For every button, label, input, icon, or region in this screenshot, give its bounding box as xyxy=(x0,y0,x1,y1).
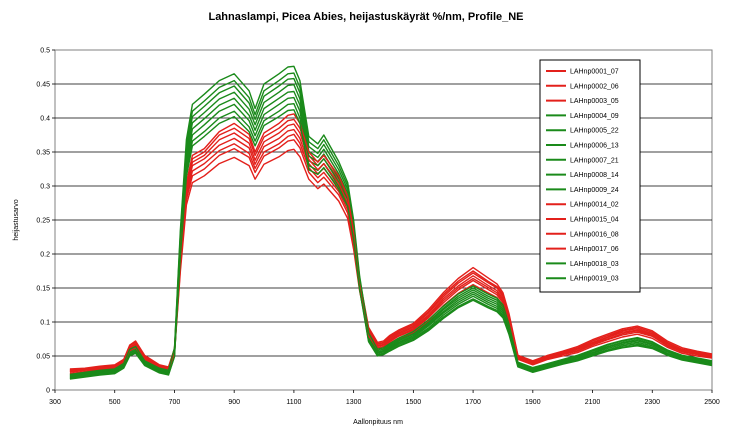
legend-label: LAHnp0017_06 xyxy=(570,246,619,253)
series-line xyxy=(69,65,713,376)
series-line xyxy=(69,109,713,380)
legend-label: LAHnp0003_05 xyxy=(570,98,619,105)
y-tick-label: 0.5 xyxy=(40,48,50,55)
x-tick-label: 1700 xyxy=(465,399,481,406)
legend-label: LAHnp0009_24 xyxy=(570,187,619,194)
y-tick-label: 0.45 xyxy=(36,82,50,89)
x-tick-label: 2500 xyxy=(704,399,720,406)
legend-label: LAHnp0007_21 xyxy=(570,157,619,164)
x-tick-label: 2100 xyxy=(585,399,601,406)
x-tick-label: 700 xyxy=(169,399,181,406)
chart-title: Lahnaslampi, Picea Abies, heijastuskäyrä… xyxy=(208,11,523,23)
y-tick-label: 0.15 xyxy=(36,286,50,293)
y-tick-label: 0.3 xyxy=(40,184,50,191)
x-axis-label: Aallonpituus nm xyxy=(353,419,403,426)
legend: LAHnp0001_07 LAHnp0002_06 LAHnp0003_05 LAHn… xyxy=(539,59,641,293)
y-tick-label: 0.2 xyxy=(40,252,50,259)
legend-label: LAHnp0016_08 xyxy=(570,231,619,238)
y-tick-label: 0.4 xyxy=(40,116,50,123)
x-tick-label: 1100 xyxy=(286,399,301,406)
legend-label: LAHnp0001_07 xyxy=(570,69,619,76)
x-tick-label: 500 xyxy=(109,399,121,406)
y-tick-label: 0.05 xyxy=(36,354,50,361)
legend-label: LAHnp0019_03 xyxy=(570,276,619,283)
legend-label: LAHnp0008_14 xyxy=(570,172,619,179)
legend-label: LAHnp0002_06 xyxy=(570,83,619,90)
legend-label: LAHnp0014_02 xyxy=(570,202,619,209)
legend-label: LAHnp0005_22 xyxy=(570,128,619,135)
y-tick-label: 0.25 xyxy=(36,218,50,225)
y-tick-label: 0.1 xyxy=(40,320,50,327)
x-tick-label: 1500 xyxy=(406,399,422,406)
y-tick-label: 0.35 xyxy=(36,150,50,157)
y-tick-label: 0 xyxy=(46,388,50,395)
x-tick-label: 900 xyxy=(228,399,240,406)
x-tick-label: 2300 xyxy=(644,399,660,406)
series-lines xyxy=(69,65,713,380)
y-axis-ticks: 0 0.05 0.1 0.15 0.2 0.25 0.3 0.35 0.4 0.45 0.5 xyxy=(36,48,55,395)
x-axis-ticks: 300 500 700 900 1100 1300 1500 1700 1900 2100 2300… xyxy=(49,390,720,406)
x-tick-label: 300 xyxy=(49,399,61,406)
x-tick-label: 1900 xyxy=(525,399,541,406)
legend-label: LAHnp0018_03 xyxy=(570,261,619,268)
legend-label: LAHnp0015_04 xyxy=(570,217,619,224)
legend-label: LAHnp0006_13 xyxy=(570,143,619,150)
x-tick-label: 1300 xyxy=(346,399,362,406)
y-axis-label: heijastusarvo xyxy=(13,199,20,240)
legend-label: LAHnp0004_09 xyxy=(570,113,619,120)
legend-box xyxy=(539,59,641,293)
